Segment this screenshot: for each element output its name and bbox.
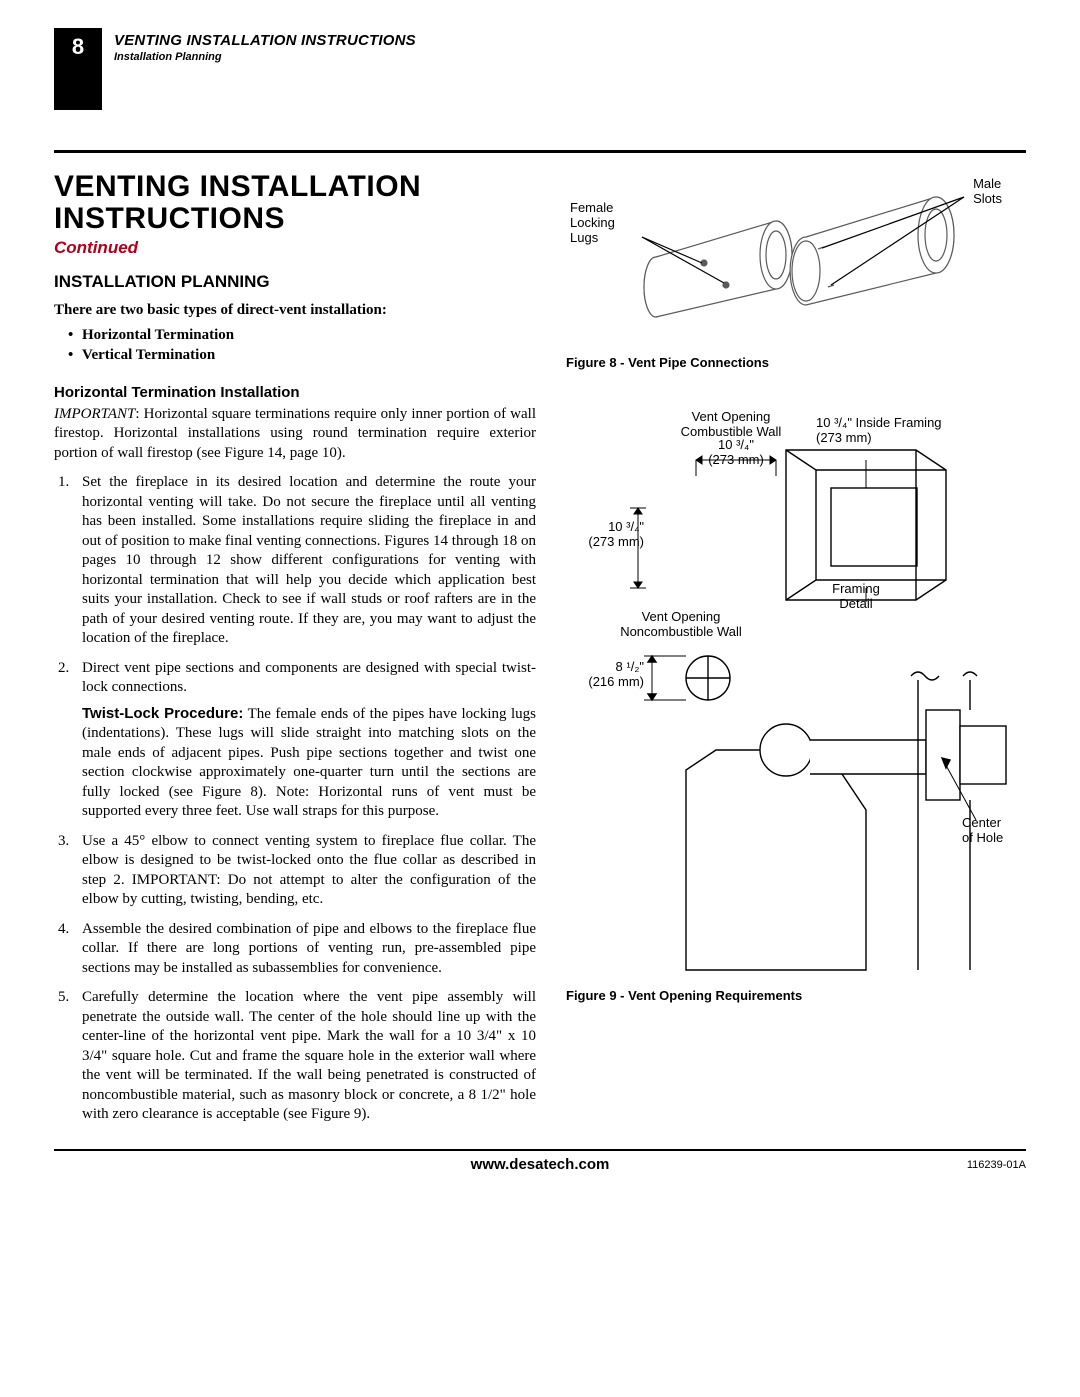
header-subtitle: Installation Planning [114, 51, 416, 63]
step-1: Set the fireplace in its desired locatio… [54, 473, 536, 649]
step-1-text: Set the fireplace in its desired locatio… [82, 474, 536, 646]
section-title-line2: INSTRUCTIONS [54, 203, 536, 235]
fig8-male-l2: Slots [973, 192, 1002, 207]
fig9-inside-l2: (273 mm) [816, 430, 872, 445]
termination-bullets: Horizontal Termination Vertical Terminat… [68, 325, 536, 366]
fig9-dim-w-val: 10 ³/₄" [696, 438, 776, 453]
figure-8-caption: Figure 8 - Vent Pipe Connections [566, 355, 1026, 370]
fig9-center-l2: of Hole [962, 831, 1032, 846]
fig8-female-l2: Locking [570, 216, 615, 231]
important-paragraph: IMPORTANT: Horizontal square termination… [54, 405, 536, 464]
fig9-framing-l1: Framing [796, 582, 916, 597]
page-number: 8 [72, 34, 84, 60]
continued-label: Continued [54, 238, 536, 258]
fig9-dim-8-mm: (216 mm) [572, 675, 644, 690]
step-5: Carefully determine the location where t… [54, 988, 536, 1125]
page-number-box: 8 [54, 28, 102, 110]
fig8-female-l1: Female [570, 201, 615, 216]
header-rule [54, 150, 1026, 153]
fig9-noncomb-l2: Noncombustible Wall [596, 625, 766, 640]
fig8-male-l1: Male [973, 177, 1002, 192]
fig9-dim-h-mm: (273 mm) [570, 535, 644, 550]
footer-url: www.desatech.com [471, 1156, 610, 1173]
fig9-label-inside: 10 ³/₄" Inside Framing (273 mm) [816, 416, 986, 446]
fig9-dim-h: 10 ³/₄" (273 mm) [570, 520, 644, 550]
fig9-dim-w-mm: (273 mm) [696, 453, 776, 468]
fig9-label-top: Vent Opening Combustible Wall [656, 410, 806, 440]
fig8-female-l3: Lugs [570, 231, 615, 246]
figure-8-svg [566, 177, 1006, 347]
fig9-inside-l1: 10 ³/₄" Inside Framing [816, 415, 942, 430]
bullet-horizontal: Horizontal Termination [68, 325, 536, 345]
installation-planning-heading: INSTALLATION PLANNING [54, 272, 536, 292]
twist-lock-lead: Twist-Lock Procedure: [82, 705, 243, 722]
right-column: Female Locking Lugs Male Slots Figure 8 … [566, 171, 1026, 1125]
page-footer: www.desatech.com 116239-01A [54, 1151, 1026, 1179]
fig9-noncomb-l1: Vent Opening [596, 610, 766, 625]
fig9-label-framing: Framing Detail [796, 582, 916, 612]
fig9-label-center: Center of Hole [962, 816, 1032, 846]
section-title-line1: VENTING INSTALLATION [54, 171, 536, 203]
fig9-dim-8-val: 8 ¹/₂" [572, 660, 644, 675]
figure-8: Female Locking Lugs Male Slots [566, 177, 1006, 347]
steps-list: Set the fireplace in its desired locatio… [54, 473, 536, 1125]
header-title: VENTING INSTALLATION INSTRUCTIONS [114, 32, 416, 49]
fig8-label-male: Male Slots [973, 177, 1002, 207]
step-4-text: Assemble the desired combination of pipe… [82, 921, 536, 976]
step-2-sub: Twist-Lock Procedure: The female ends of… [82, 704, 536, 822]
step-2-text: Direct vent pipe sections and components… [82, 660, 536, 696]
fig9-label-noncomb: Vent Opening Noncombustible Wall [596, 610, 766, 640]
bullet-vertical: Vertical Termination [68, 345, 536, 365]
figure-9-caption: Figure 9 - Vent Opening Requirements [566, 988, 1026, 1003]
step-3: Use a 45° elbow to connect venting syste… [54, 832, 536, 910]
intro-text: There are two basic types of direct-vent… [54, 302, 536, 319]
figure-9-svg [566, 410, 1026, 980]
fig9-top-l1: Vent Opening [656, 410, 806, 425]
horizontal-termination-heading: Horizontal Termination Installation [54, 384, 536, 401]
page-header: 8 VENTING INSTALLATION INSTRUCTIONS Inst… [54, 28, 1026, 110]
fig8-label-female: Female Locking Lugs [570, 201, 615, 246]
note-lead: Note [276, 784, 305, 800]
footer-doc-id: 116239-01A [967, 1159, 1026, 1171]
fig9-framing-l2: Detail [796, 597, 916, 612]
fig9-dim-h-val: 10 ³/₄" [570, 520, 644, 535]
fig9-dim-8: 8 ¹/₂" (216 mm) [572, 660, 644, 690]
figure-9: Vent Opening Combustible Wall 10 ³/₄" In… [566, 410, 1026, 980]
fig9-dim-w: 10 ³/₄" (273 mm) [696, 438, 776, 468]
left-column: VENTING INSTALLATION INSTRUCTIONS Contin… [54, 171, 536, 1125]
step-2: Direct vent pipe sections and components… [54, 659, 536, 822]
fig9-center-l1: Center [962, 816, 1032, 831]
step-4: Assemble the desired combination of pipe… [54, 920, 536, 979]
important-lead: IMPORTANT [54, 406, 135, 422]
step-5-text: Carefully determine the location where t… [82, 989, 536, 1122]
step-3-important: IMPORTANT: [132, 872, 221, 888]
